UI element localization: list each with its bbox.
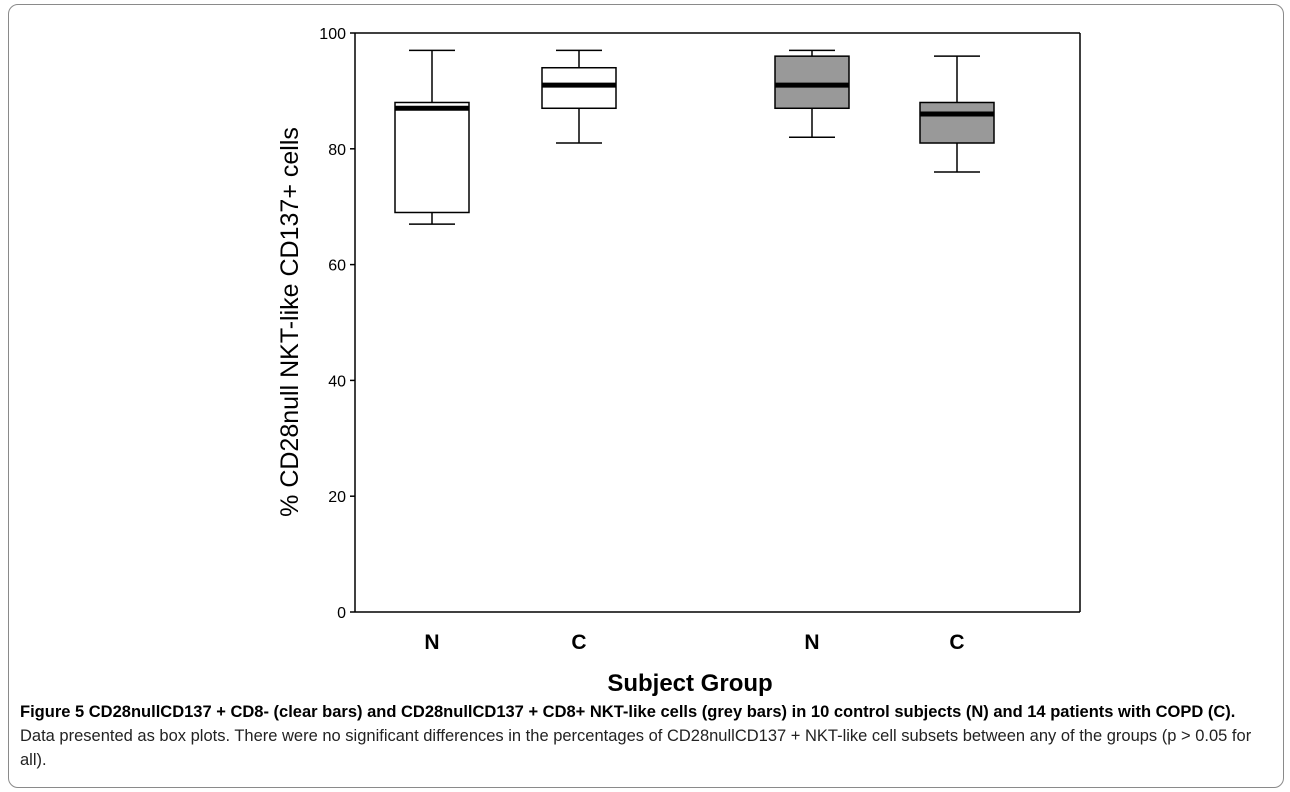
- axes: [354, 32, 1081, 613]
- box-group: [919, 55, 995, 173]
- iqr-box: [541, 66, 617, 110]
- y-ticks: 0 20 40 60 80 100: [319, 26, 355, 622]
- y-axis-label: % CD28null NKT-like CD137+ cells: [276, 127, 304, 517]
- y-tick-label: 0: [337, 605, 346, 622]
- figure-frame: [8, 4, 1284, 788]
- caption-body: Data presented as box plots. There were …: [20, 727, 1252, 769]
- caption-title: Figure 5 CD28nullCD137 + CD8- (clear bar…: [20, 703, 1236, 721]
- boxes: [394, 49, 995, 225]
- x-tick-label: C: [571, 631, 586, 654]
- box-group: [774, 49, 850, 138]
- iqr-box: [394, 101, 470, 214]
- y-tick-label: 20: [328, 489, 346, 506]
- box-plot-chart: 0 20 40 60 80 100 N C N C % CD28null NKT-like CD…: [276, 26, 1081, 697]
- y-tick-label: 100: [319, 26, 346, 43]
- box-group: [394, 49, 470, 225]
- iqr-box: [919, 101, 995, 144]
- y-tick-label: 40: [328, 373, 346, 390]
- x-tick-label: N: [804, 631, 819, 654]
- x-tick-label: N: [424, 631, 439, 654]
- x-tick-label: C: [949, 631, 964, 654]
- iqr-box: [774, 55, 850, 110]
- figure-caption: Figure 5 CD28nullCD137 + CD8- (clear bar…: [20, 700, 1270, 772]
- x-axis-label: Subject Group: [607, 670, 772, 697]
- box-group: [541, 49, 617, 144]
- y-tick-label: 80: [328, 142, 346, 159]
- y-tick-label: 60: [328, 258, 346, 275]
